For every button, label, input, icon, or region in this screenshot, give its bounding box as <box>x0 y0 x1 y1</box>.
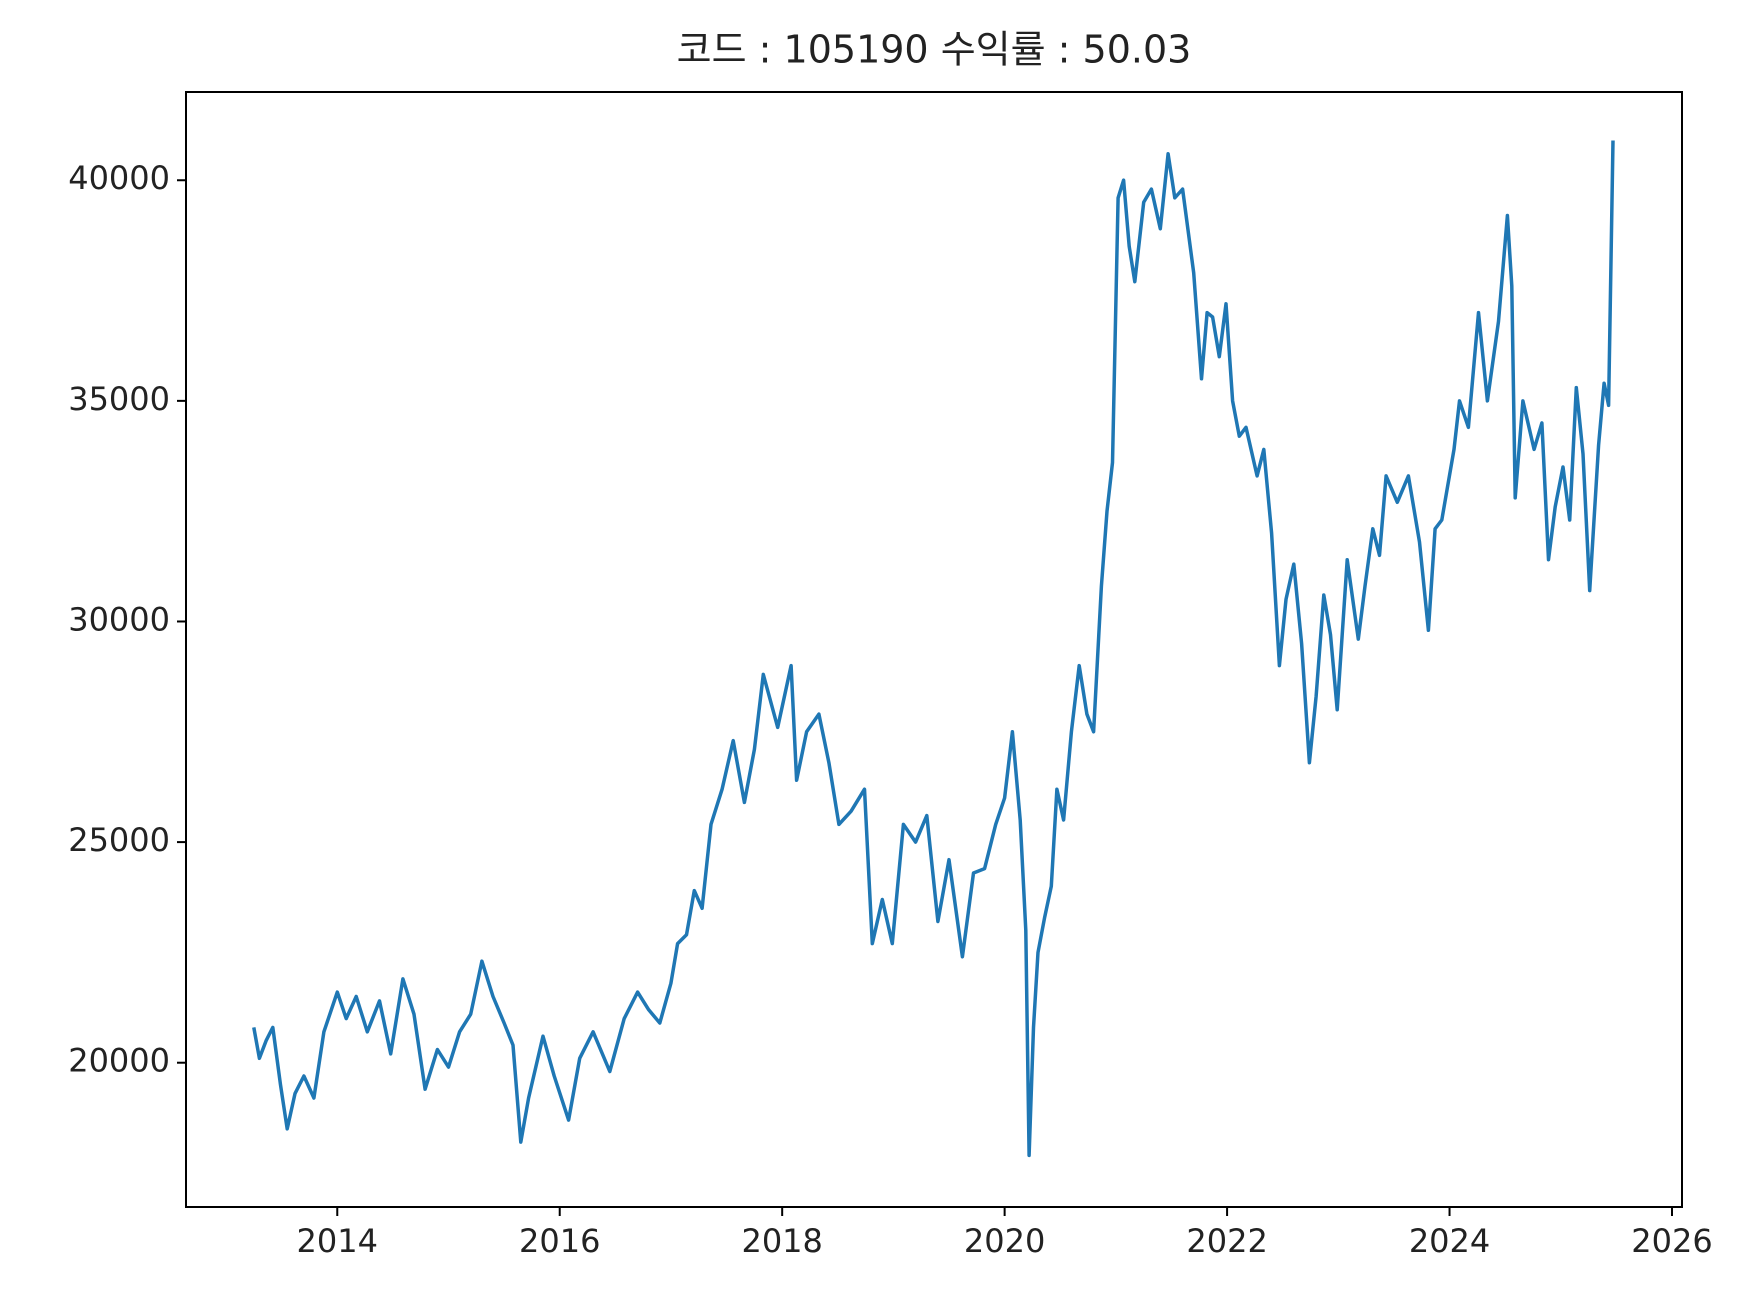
x-tick-label: 2014 <box>297 1222 378 1260</box>
chart-title: 코드 : 105190 수익률 : 50.03 <box>677 28 1192 72</box>
x-tick-label: 2016 <box>519 1222 600 1260</box>
y-tick-label: 30000 <box>68 600 170 638</box>
y-tick-label: 20000 <box>68 1042 170 1080</box>
data-line <box>252 140 1615 1158</box>
y-tick-label: 40000 <box>68 159 170 197</box>
x-tick-label: 2022 <box>1186 1222 1267 1260</box>
x-tick-label: 2018 <box>741 1222 822 1260</box>
x-tick-label: 2020 <box>964 1222 1045 1260</box>
y-tick-label: 35000 <box>68 380 170 418</box>
x-tick-label: 2026 <box>1631 1222 1712 1260</box>
x-tick-label: 2024 <box>1409 1222 1490 1260</box>
plot-frame <box>185 91 1683 1208</box>
y-tick-label: 25000 <box>68 821 170 859</box>
